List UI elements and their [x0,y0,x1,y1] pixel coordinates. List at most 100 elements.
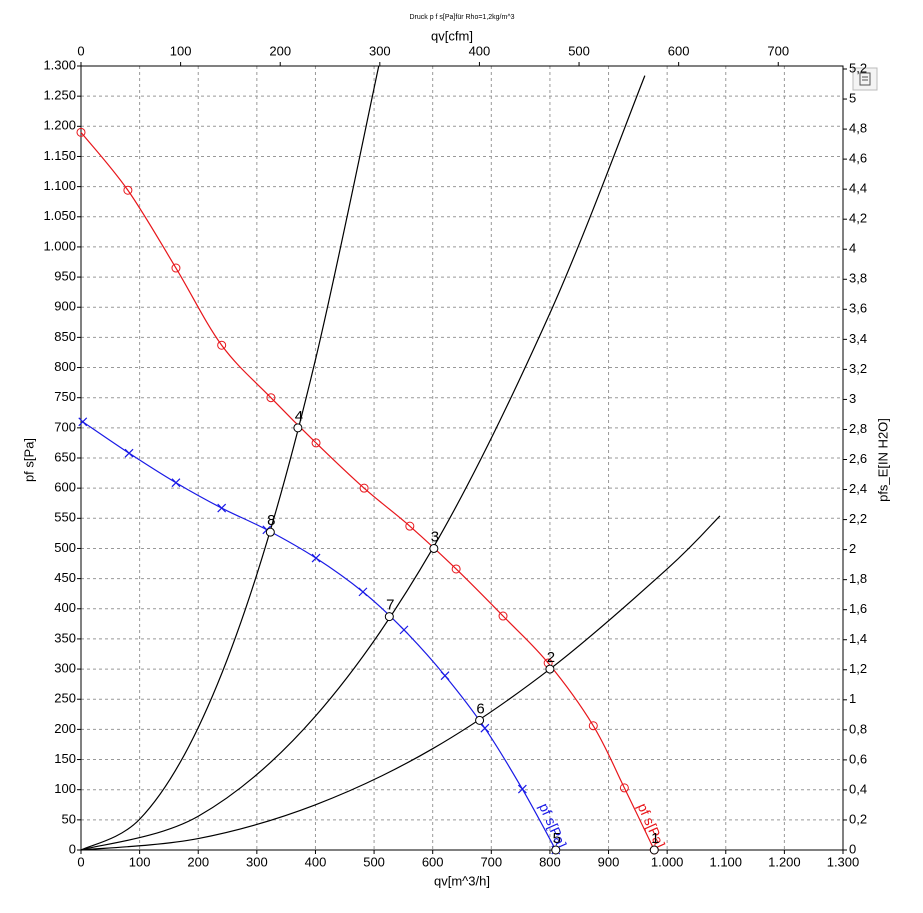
operating-point [429,543,439,553]
operating-point [551,845,561,855]
point-label: 5 [553,830,561,847]
chart-title: Druck p f s[Pa]für Rho=1,2kg/m^3 [409,14,514,21]
point-label: 2 [547,649,555,666]
operating-point [649,845,659,855]
y-tick-label: 550 [54,510,76,525]
operating-point [265,527,275,537]
marker [311,553,321,563]
y2-tick-label: 0,8 [849,721,867,736]
y-tick-label: 50 [62,811,76,826]
marker [358,587,368,597]
marker [171,478,181,488]
marker [76,127,86,137]
y2-tick-label: 3,8 [849,271,867,286]
x2-tick-label: 600 [668,43,690,58]
marker [217,503,227,513]
y2-tick-label: 1,4 [849,631,867,646]
y-tick-label: 250 [54,691,76,706]
marker [124,448,134,458]
operating-point [545,664,555,674]
point-label: 8 [267,512,275,529]
y-tick-label: 1.150 [43,148,76,163]
y2-tick-label: 3 [849,391,856,406]
y-tick-label: 1.200 [43,118,76,133]
series-line [80,515,721,851]
y-tick-label: 850 [54,329,76,344]
x2-tick-label: 400 [469,43,491,58]
x-tick-label: 1.100 [709,854,742,869]
x-tick-label: 400 [305,854,327,869]
y2-tick-label: 2 [849,541,856,556]
x2-tick-label: 0 [77,43,84,58]
y2-tick-label: 4,8 [849,121,867,136]
series-line [80,75,646,851]
y2-tick-label: 2,6 [849,451,867,466]
y-tick-label: 400 [54,600,76,615]
x-tick-label: 600 [422,854,444,869]
y-tick-label: 1.300 [43,57,76,72]
y2-tick-label: 1,2 [849,661,867,676]
y-tick-label: 100 [54,781,76,796]
marker [588,721,598,731]
x2-tick-label: 200 [269,43,291,58]
y2-tick-label: 2,4 [849,481,867,496]
marker [266,393,276,403]
marker [78,417,88,427]
x-tick-label: 1.300 [827,854,860,869]
plot-frame [80,65,844,851]
y2-tick-label: 1 [849,691,856,706]
point-label: 6 [476,700,484,717]
x-tick-label: 1.000 [651,854,684,869]
marker [517,784,527,794]
y2-tick-label: 5 [849,90,856,105]
y2-tick-label: 4,4 [849,181,867,196]
x-tick-label: 900 [598,854,620,869]
y-tick-label: 150 [54,751,76,766]
marker [619,783,629,793]
y2-tick-label: 0,4 [849,781,867,796]
export-icon[interactable] [852,67,878,91]
x-tick-label: 200 [187,854,209,869]
marker [171,263,181,273]
y2-tick-label: 4,2 [849,211,867,226]
operating-point [384,612,394,622]
x2-tick-label: 300 [369,43,391,58]
y-tick-label: 500 [54,540,76,555]
marker [405,521,415,531]
operating-point [293,423,303,433]
marker [440,671,450,681]
y2-tick-label: 0,2 [849,811,867,826]
point-label: 3 [431,528,439,545]
operating-point [475,715,485,725]
y2-tick-label: 1,8 [849,571,867,586]
y2-axis-label: pfs_E[IN H2O] [875,418,890,502]
marker [123,185,133,195]
y2-tick-label: 3,2 [849,361,867,376]
point-label: 4 [295,408,303,425]
y-tick-label: 1.100 [43,178,76,193]
point-label: 1 [651,830,659,847]
y-tick-label: 600 [54,480,76,495]
x2-tick-label: 500 [568,43,590,58]
x-tick-label: 300 [246,854,268,869]
y-tick-label: 200 [54,721,76,736]
marker [359,483,369,493]
y2-tick-label: 4,6 [849,151,867,166]
x-tick-label: 700 [480,854,502,869]
marker [498,611,508,621]
y-tick-label: 450 [54,570,76,585]
marker [480,723,490,733]
marker [399,625,409,635]
marker [217,340,227,350]
y2-tick-label: 4 [849,241,856,256]
x-axis-label: qv[m^3/h] [434,873,490,888]
y-tick-label: 1.250 [43,88,76,103]
x-tick-label: 100 [129,854,151,869]
y-tick-label: 800 [54,359,76,374]
y2-tick-label: 2,8 [849,421,867,436]
x-tick-label: 0 [77,854,84,869]
x2-tick-label: 100 [170,43,192,58]
y-tick-label: 650 [54,449,76,464]
y-tick-label: 1.000 [43,238,76,253]
